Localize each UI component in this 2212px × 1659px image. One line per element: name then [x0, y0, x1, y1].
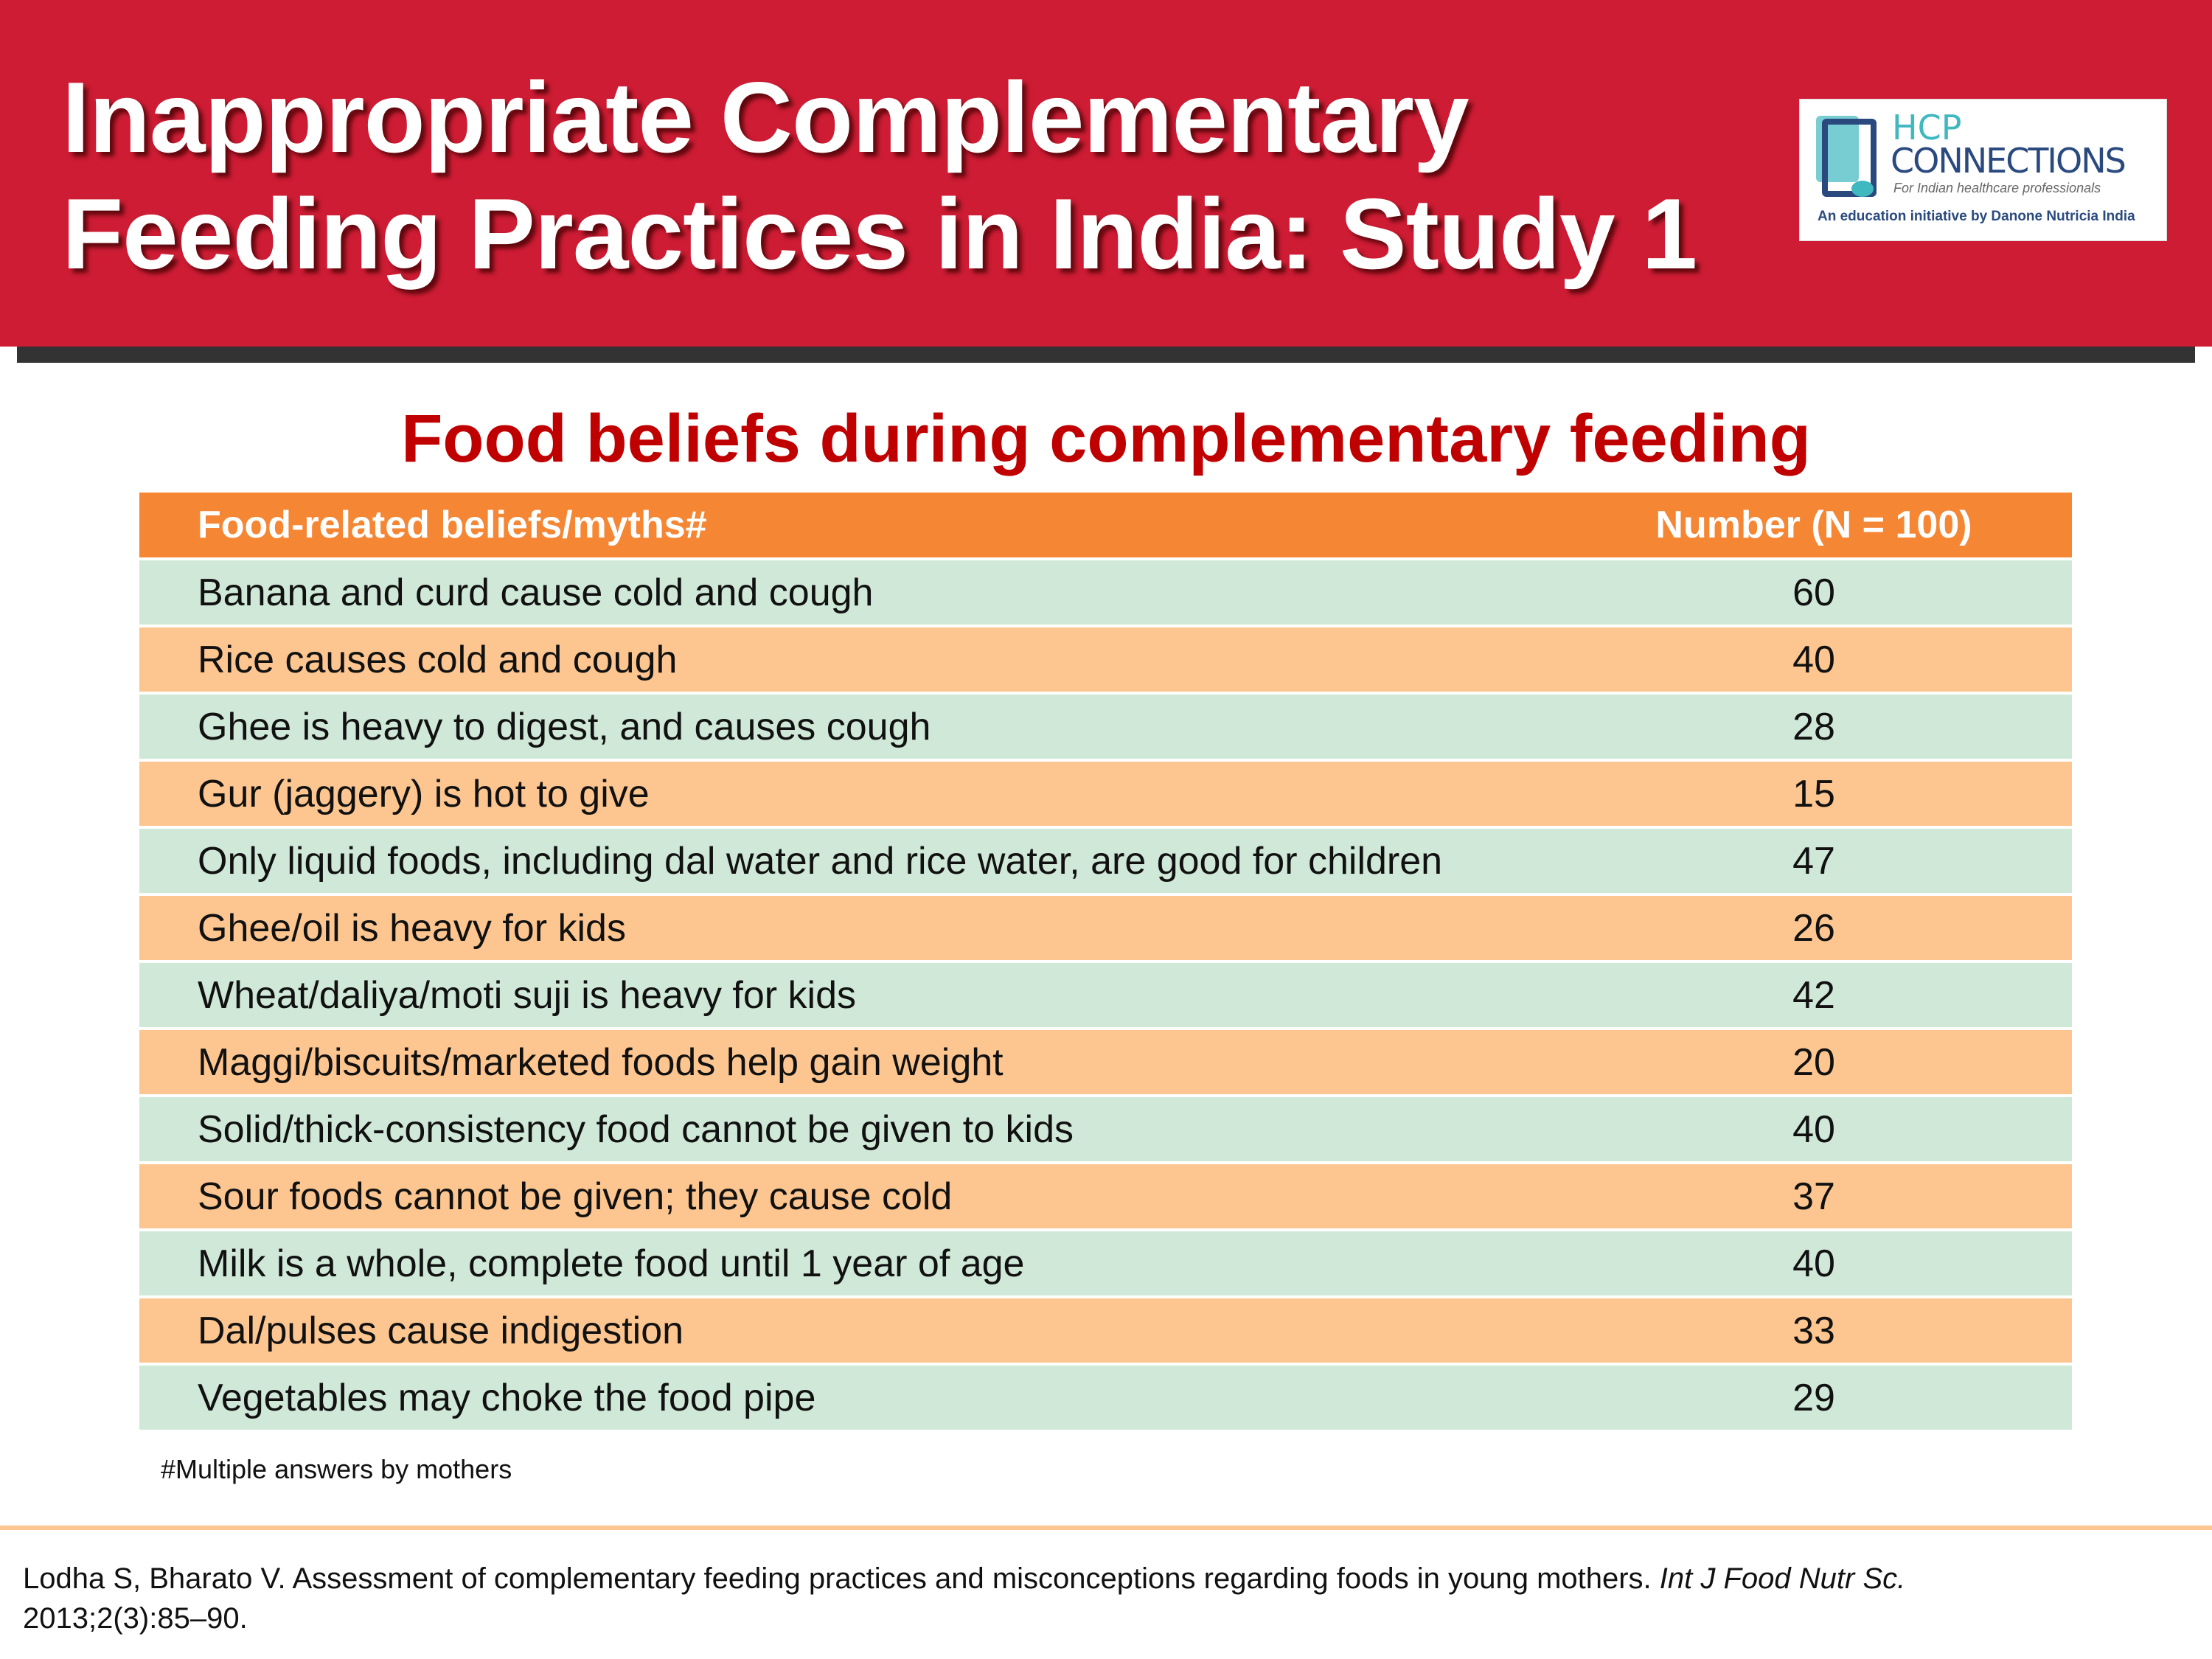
- table-row: Solid/thick-consistency food cannot be g…: [139, 1094, 2072, 1163]
- table-row: Only liquid foods, including dal water a…: [139, 826, 2072, 894]
- column-header-number: Number (N = 100): [1556, 493, 2072, 559]
- section-subtitle: Food beliefs during complementary feedin…: [401, 401, 1811, 476]
- belief-cell: Only liquid foods, including dal water a…: [139, 826, 1556, 894]
- table-row: Banana and curd cause cold and cough 60: [139, 557, 2072, 626]
- number-cell: 28: [1556, 692, 2072, 760]
- table-row: Ghee/oil is heavy for kids 26: [139, 893, 2072, 961]
- number-cell: 42: [1556, 960, 2072, 1029]
- hcp-connections-logo: HCP CONNECTIONS For Indian healthcare pr…: [1799, 99, 2167, 241]
- belief-cell: Vegetables may choke the food pipe: [139, 1363, 1556, 1430]
- number-cell: 40: [1556, 1094, 2072, 1163]
- stethoscope-icon: [1851, 181, 1874, 197]
- belief-cell: Rice causes cold and cough: [139, 625, 1556, 693]
- table-row: Maggi/biscuits/marketed foods help gain …: [139, 1027, 2072, 1096]
- belief-cell: Banana and curd cause cold and cough: [139, 557, 1556, 626]
- table-row: Milk is a whole, complete food until 1 y…: [139, 1228, 2072, 1297]
- logo-hcp: HCP: [1892, 108, 1962, 147]
- belief-cell: Sour foods cannot be given; they cause c…: [139, 1161, 1556, 1230]
- belief-cell: Dal/pulses cause indigestion: [139, 1295, 1556, 1364]
- table-row: Vegetables may choke the food pipe 29: [139, 1363, 2072, 1430]
- table-header-row: Food-related beliefs/myths# Number (N = …: [139, 493, 2072, 559]
- belief-cell: Milk is a whole, complete food until 1 y…: [139, 1228, 1556, 1297]
- number-cell: 37: [1556, 1161, 2072, 1230]
- banner-shadow: [17, 347, 2195, 363]
- belief-cell: Solid/thick-consistency food cannot be g…: [139, 1094, 1556, 1163]
- number-cell: 26: [1556, 893, 2072, 961]
- logo-initiative: An education initiative by Danone Nutric…: [1818, 209, 2135, 224]
- citation-text: Lodha S, Bharato V. Assessment of comple…: [23, 1562, 1660, 1595]
- number-cell: 40: [1556, 1228, 2072, 1297]
- title-line-1: Inappropriate Complementary: [62, 61, 1470, 173]
- number-cell: 15: [1556, 759, 2072, 827]
- table-row: Ghee is heavy to digest, and causes coug…: [139, 692, 2072, 760]
- table-row: Dal/pulses cause indigestion 33: [139, 1295, 2072, 1364]
- number-cell: 20: [1556, 1027, 2072, 1096]
- belief-cell: Wheat/daliya/moti suji is heavy for kids: [139, 960, 1556, 1029]
- page-title: Inappropriate Complementary Feeding Prac…: [62, 59, 1697, 292]
- table-row: Sour foods cannot be given; they cause c…: [139, 1161, 2072, 1230]
- beliefs-table: Food-related beliefs/myths# Number (N = …: [139, 493, 2072, 1430]
- logo-tagline: For Indian healthcare professionals: [1893, 181, 2101, 195]
- column-header-belief: Food-related beliefs/myths#: [139, 493, 1556, 559]
- citation-journal: Int J Food Nutr Sc.: [1659, 1562, 1906, 1595]
- number-cell: 29: [1556, 1363, 2072, 1430]
- logo-connections: CONNECTIONS: [1891, 141, 2126, 181]
- belief-cell: Ghee/oil is heavy for kids: [139, 893, 1556, 961]
- number-cell: 33: [1556, 1295, 2072, 1364]
- number-cell: 60: [1556, 557, 2072, 626]
- table-row: Wheat/daliya/moti suji is heavy for kids…: [139, 960, 2072, 1029]
- number-cell: 40: [1556, 625, 2072, 693]
- title-line-2: Feeding Practices in India: Study 1: [62, 178, 1697, 290]
- table-row: Rice causes cold and cough 40: [139, 625, 2072, 693]
- belief-cell: Ghee is heavy to digest, and causes coug…: [139, 692, 1556, 760]
- table-row: Gur (jaggery) is hot to give 15: [139, 759, 2072, 827]
- belief-cell: Gur (jaggery) is hot to give: [139, 759, 1556, 827]
- footnote: #Multiple answers by mothers: [161, 1454, 512, 1484]
- divider: [0, 1526, 2212, 1530]
- citation-details: 2013;2(3):85–90.: [23, 1602, 248, 1635]
- citation: Lodha S, Bharato V. Assessment of comple…: [23, 1559, 2161, 1638]
- number-cell: 47: [1556, 826, 2072, 894]
- tablet-icon: [1822, 119, 1877, 197]
- belief-cell: Maggi/biscuits/marketed foods help gain …: [139, 1027, 1556, 1096]
